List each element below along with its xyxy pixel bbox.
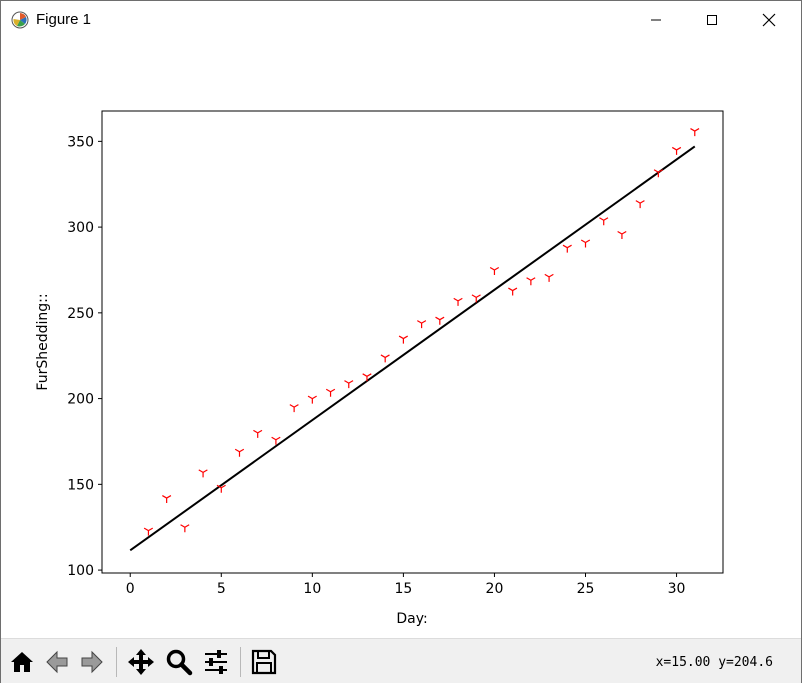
close-icon <box>762 13 776 27</box>
floppy-disk-icon <box>251 649 277 675</box>
data-point <box>544 273 554 282</box>
data-point <box>635 200 645 209</box>
x-tick-label: 25 <box>577 581 595 597</box>
home-icon <box>11 652 33 672</box>
configure-subplots-button[interactable] <box>200 646 232 678</box>
data-point <box>180 524 190 533</box>
window-title: Figure 1 <box>36 11 92 28</box>
data-point <box>307 395 317 404</box>
minimize-icon <box>651 19 661 21</box>
data-point <box>671 146 682 155</box>
data-point <box>653 169 663 178</box>
y-axis-label: FurShedding:: <box>35 293 51 390</box>
move-icon <box>128 649 154 675</box>
data-point <box>162 495 172 504</box>
magnifier-icon <box>166 649 193 676</box>
data-point <box>271 436 281 445</box>
x-tick-label: 20 <box>486 581 504 597</box>
figure-canvas[interactable]: 0 5 10 15 20 25 30 100 150 200 250 300 350 Day: FurS… <box>1 39 801 637</box>
data-point <box>489 266 500 275</box>
y-tick-label: 250 <box>67 306 94 322</box>
pan-button[interactable] <box>125 646 157 678</box>
data-point <box>580 239 591 248</box>
y-tick-label: 350 <box>67 134 94 150</box>
save-button[interactable] <box>248 646 280 678</box>
forward-arrow-icon <box>81 650 103 674</box>
zoom-button[interactable] <box>163 646 195 678</box>
matplotlib-icon <box>11 11 29 29</box>
data-point <box>198 469 208 478</box>
x-axis-label: Day: <box>396 611 427 627</box>
x-tick-label: 30 <box>668 581 686 597</box>
y-tick-label: 200 <box>67 392 94 408</box>
data-point <box>562 244 572 253</box>
data-point <box>234 448 245 457</box>
data-point <box>253 429 263 438</box>
data-point <box>325 388 336 397</box>
close-button[interactable] <box>746 1 792 39</box>
x-tick-label: 0 <box>126 581 135 597</box>
home-button[interactable] <box>6 646 38 678</box>
data-point <box>344 380 354 389</box>
data-point <box>289 404 299 413</box>
cursor-coordinates: x=15.00 y=204.6 <box>655 655 773 670</box>
back-arrow-icon <box>46 650 68 674</box>
forward-button[interactable] <box>76 646 108 678</box>
data-point <box>380 354 390 363</box>
title-bar[interactable]: Figure 1 <box>1 1 801 39</box>
toolbar-separator <box>116 647 117 677</box>
navigation-toolbar: x=15.00 y=204.6 <box>1 638 801 683</box>
back-button[interactable] <box>41 646 73 678</box>
x-tick-label: 5 <box>217 581 226 597</box>
data-point <box>398 335 408 344</box>
fit-line <box>129 145 696 552</box>
data-point <box>508 287 518 296</box>
sliders-icon <box>205 650 227 674</box>
x-tick-label: 10 <box>303 581 321 597</box>
maximize-button[interactable] <box>689 1 735 39</box>
data-point <box>453 297 463 306</box>
y-tick-label: 300 <box>67 220 94 236</box>
data-point <box>417 320 427 329</box>
y-tick-label: 150 <box>67 477 94 493</box>
maximize-icon <box>707 15 717 25</box>
minimize-button[interactable] <box>633 1 679 39</box>
data-point <box>690 128 700 137</box>
data-point <box>526 277 536 286</box>
data-point <box>617 230 627 239</box>
toolbar-separator <box>240 647 241 677</box>
data-point <box>216 484 226 493</box>
data-point <box>362 373 372 382</box>
y-tick-label: 100 <box>67 563 94 579</box>
data-point <box>599 217 609 226</box>
data-point <box>435 316 445 325</box>
x-tick-label: 15 <box>394 581 412 597</box>
scatter-chart: 0 5 10 15 20 25 30 100 150 200 250 300 350 Day: FurS… <box>35 110 724 627</box>
data-point <box>471 294 481 303</box>
data-point <box>143 527 154 536</box>
